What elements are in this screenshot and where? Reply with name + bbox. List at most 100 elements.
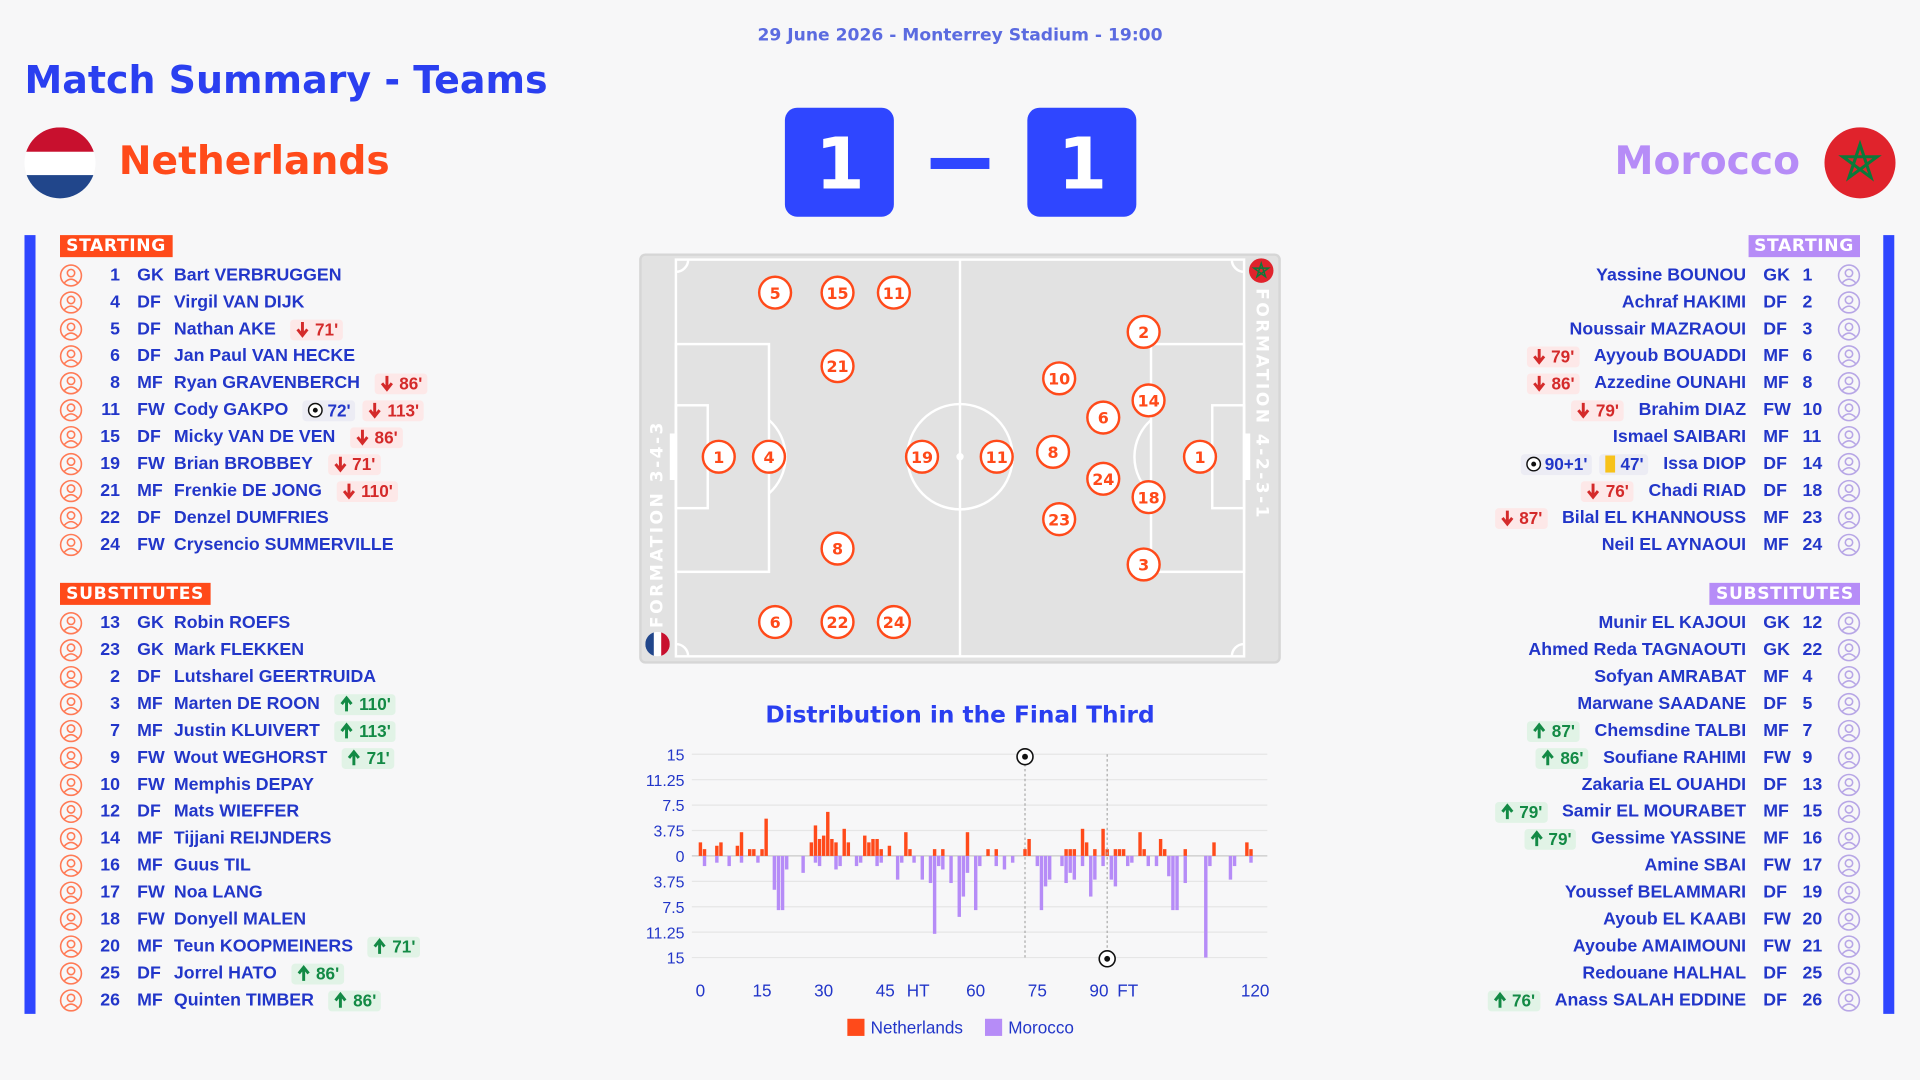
player-name: Justin KLUIVERT (173, 721, 320, 741)
icon-head (66, 777, 76, 787)
pitch-player (1086, 461, 1121, 496)
icon-head (66, 616, 76, 626)
player-row: 86' Soufiane RAHIMI FW 9 (1535, 746, 1861, 770)
player-row: 15 DF Micky VAN DE VEN 86' (59, 425, 403, 449)
player-number: 3 (110, 694, 121, 714)
bar (994, 855, 998, 867)
player-events: 87' (1527, 720, 1580, 742)
bar (817, 838, 822, 856)
player-number: 8 (110, 373, 121, 394)
player-name: Brian BROBBEY (173, 454, 313, 474)
on-icon (340, 722, 353, 739)
bar (1068, 849, 1072, 856)
event-minute: 47' (1620, 454, 1644, 474)
icon-ring (1837, 692, 1861, 716)
pitch-player-number: 11 (883, 284, 905, 303)
player-position: FW (1763, 400, 1791, 421)
icon-ring (1837, 989, 1861, 1012)
x-tick-label: FT (1117, 981, 1138, 1001)
bar (932, 849, 937, 856)
player-name: Jorrel HATO (173, 963, 277, 984)
on-icon (1530, 830, 1543, 847)
bar (764, 818, 768, 856)
icon-body (63, 386, 79, 392)
player-row: 12 DF Mats WIEFFER (59, 800, 314, 824)
player-name: Mats WIEFFER (173, 802, 300, 822)
event-badge: 72' (303, 399, 356, 421)
icon-body (63, 841, 79, 847)
player-name: Denzel DUMFRIES (173, 508, 329, 528)
event-minute: 79' (1519, 802, 1543, 822)
player-number: 13 (100, 613, 121, 634)
bar (813, 855, 818, 863)
icon-head (1844, 376, 1854, 386)
player-events: 87' (1494, 507, 1548, 529)
player-icon (59, 908, 83, 931)
event-badge: 71' (327, 453, 381, 475)
event-minute: 71' (352, 454, 376, 474)
player-row: 20 MF Teun KOOPMEINERS 71' (59, 934, 421, 958)
bar (1023, 849, 1027, 856)
bar (846, 842, 851, 856)
icon-body (1841, 868, 1857, 874)
icon-body (1841, 332, 1857, 338)
player-number: 22 (100, 508, 121, 528)
pitch-player (820, 275, 855, 310)
player-number: 15 (1802, 802, 1823, 822)
away-team-name: Morocco (1615, 139, 1800, 184)
event-badge: 113' (334, 720, 396, 742)
bar (1204, 855, 1208, 958)
icon-body (1841, 760, 1857, 766)
off-icon (1532, 348, 1545, 365)
pitch-player (751, 439, 787, 474)
player-number: 25 (100, 963, 121, 984)
icon-head (66, 831, 76, 841)
player-row: Zakaria EL OUAHDI DF 13 (1567, 773, 1861, 797)
on-icon (348, 749, 361, 766)
player-position: DF (1763, 775, 1787, 795)
pitch-player (1042, 361, 1077, 396)
bar (1113, 849, 1118, 856)
icon-body (63, 440, 79, 446)
away-formation: FORMATION 4-2-3-1 (1251, 288, 1271, 520)
player-number: 2 (1802, 292, 1813, 313)
bar (994, 849, 998, 856)
icon-head (66, 670, 76, 680)
bar (961, 855, 966, 897)
player-row: 79' Ayyoub BOUADDI MF 6 (1526, 344, 1862, 368)
icon-head (1844, 268, 1854, 278)
icon-body (1841, 359, 1857, 365)
icon-body (63, 976, 79, 982)
icon-body (63, 814, 79, 820)
netherlands-flag (24, 127, 96, 199)
player-icon (1837, 479, 1861, 503)
off-icon (1577, 402, 1590, 419)
arrow (1587, 483, 1600, 500)
player-number: 14 (100, 828, 121, 849)
icon-body (1841, 626, 1857, 632)
icon-body (1841, 493, 1857, 499)
player-position: DF (137, 346, 161, 367)
bar (1249, 849, 1253, 856)
bar (784, 855, 789, 870)
player-number: 6 (110, 346, 121, 367)
player-row: Marwane SAADANE DF 5 (1563, 692, 1862, 716)
player-number: 24 (1802, 535, 1823, 555)
bar (941, 849, 945, 856)
arrow (1542, 749, 1555, 766)
icon-body (1841, 520, 1857, 526)
player-icon (1837, 908, 1861, 931)
player-events: 71' (290, 318, 344, 340)
player-events: 113' (334, 720, 396, 742)
event-badge: 79' (1523, 828, 1577, 850)
player-position: MF (137, 481, 163, 501)
bar (834, 842, 838, 856)
icon-ring (1837, 908, 1861, 931)
player-icon (1837, 881, 1861, 904)
player-events: 86' (1535, 747, 1589, 769)
icon-body (1841, 386, 1857, 392)
off-icon (1587, 483, 1600, 500)
icon-ring (1837, 854, 1861, 877)
bar (863, 835, 867, 856)
icon-head (66, 457, 76, 467)
